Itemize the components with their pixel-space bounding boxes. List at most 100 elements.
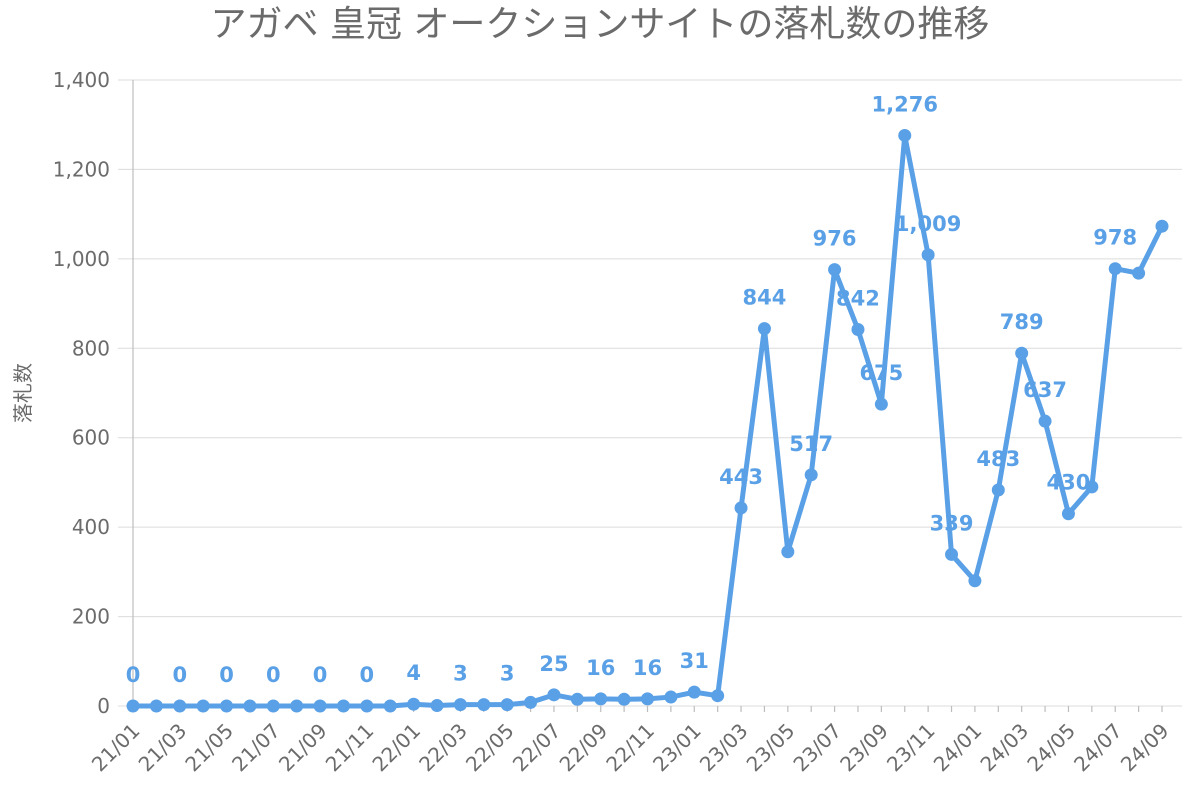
data-point[interactable] — [991, 483, 1005, 497]
data-point[interactable] — [149, 699, 163, 713]
data-label: 675 — [859, 361, 903, 385]
data-label: 31 — [680, 649, 709, 673]
data-point[interactable] — [1108, 262, 1122, 276]
chart-title: アガベ 皇冠 オークションサイトの落札数の推移 — [211, 4, 990, 45]
data-point[interactable] — [336, 699, 350, 713]
data-point[interactable] — [220, 699, 234, 713]
x-tick-label: 23/07 — [788, 719, 846, 777]
data-point[interactable] — [641, 692, 654, 706]
data-point[interactable] — [1038, 414, 1052, 428]
y-tick-label: 0 — [97, 694, 110, 718]
data-label: 0 — [360, 663, 375, 687]
data-point[interactable] — [547, 688, 561, 702]
series-line-group — [130, 132, 1165, 709]
data-point[interactable] — [1155, 219, 1169, 233]
y-axis-label: 落札数 — [11, 363, 35, 423]
data-point[interactable] — [290, 699, 304, 713]
data-label: 789 — [1000, 310, 1044, 334]
x-tick-label: 21/07 — [227, 719, 285, 777]
y-tick-label: 200 — [72, 605, 110, 629]
x-tick-label: 23/03 — [695, 719, 753, 777]
data-label: 0 — [313, 663, 328, 687]
data-point[interactable] — [524, 695, 538, 709]
y-tick-label: 800 — [72, 336, 110, 360]
data-label: 0 — [219, 663, 234, 687]
y-tick-labels: 0 200 400 600 800 1,000 1,200 1,400 — [53, 68, 110, 718]
data-point[interactable] — [921, 248, 935, 262]
data-label: 430 — [1047, 471, 1091, 495]
data-point[interactable] — [851, 323, 865, 337]
y-tick-label: 1,000 — [53, 247, 110, 271]
data-point[interactable] — [430, 699, 444, 713]
gridlines — [118, 79, 1182, 707]
data-point[interactable] — [757, 322, 771, 336]
data-labels: 0 0 0 0 0 0 4 3 3 25 16 16 31 443 844 517 976 842 675 1,276… — [126, 92, 1137, 687]
data-point[interactable] — [781, 545, 795, 559]
data-label: 978 — [1093, 226, 1137, 250]
data-label: 443 — [719, 465, 763, 489]
data-point[interactable] — [173, 699, 187, 713]
data-point[interactable] — [711, 689, 725, 703]
series-line — [130, 132, 1165, 709]
data-point[interactable] — [360, 699, 374, 713]
x-tick-label: 22/09 — [555, 719, 613, 777]
data-label: 1,009 — [895, 212, 961, 236]
data-point[interactable] — [1132, 266, 1146, 280]
data-point[interactable] — [477, 698, 491, 712]
x-tick-label: 22/07 — [508, 719, 566, 777]
data-point[interactable] — [664, 690, 678, 704]
data-points — [126, 128, 1169, 713]
x-tick-label: 24/07 — [1069, 719, 1127, 777]
axes — [132, 80, 1163, 712]
x-tick-label: 22/11 — [601, 719, 659, 777]
data-point[interactable] — [687, 685, 701, 699]
data-point[interactable] — [570, 692, 584, 706]
data-point[interactable] — [266, 699, 280, 713]
data-point[interactable] — [804, 468, 818, 482]
data-label: 3 — [500, 662, 515, 686]
y-tick-label: 600 — [72, 426, 110, 450]
data-point[interactable] — [243, 699, 257, 713]
data-label: 1,276 — [872, 92, 938, 116]
data-label: 976 — [813, 227, 857, 251]
x-tick-label: 23/05 — [742, 719, 800, 777]
data-label: 16 — [633, 656, 662, 680]
data-point[interactable] — [828, 263, 842, 277]
data-point[interactable] — [734, 501, 748, 515]
data-point[interactable] — [898, 128, 912, 142]
data-point[interactable] — [1015, 346, 1029, 360]
x-tick-label: 23/09 — [835, 719, 893, 777]
data-point[interactable] — [126, 699, 140, 713]
data-point[interactable] — [968, 574, 982, 588]
x-tick-label: 21/03 — [134, 719, 192, 777]
data-point[interactable] — [196, 699, 210, 713]
data-point[interactable] — [874, 397, 888, 411]
data-point[interactable] — [1085, 480, 1099, 494]
data-point[interactable] — [500, 698, 514, 712]
x-tick-label: 22/03 — [414, 719, 472, 777]
x-tick-label: 21/09 — [274, 719, 332, 777]
x-tick-label: 21/11 — [321, 719, 379, 777]
data-point[interactable] — [383, 699, 397, 713]
data-point[interactable] — [594, 692, 608, 706]
data-label: 339 — [930, 511, 974, 535]
data-label: 4 — [406, 661, 421, 685]
data-point[interactable] — [945, 547, 959, 561]
data-label: 637 — [1023, 378, 1067, 402]
x-tick-label: 24/03 — [975, 719, 1033, 777]
data-label: 16 — [586, 656, 615, 680]
x-tick-label: 21/05 — [180, 719, 238, 777]
x-tick-label: 24/05 — [1022, 719, 1080, 777]
data-point[interactable] — [617, 692, 631, 706]
data-point[interactable] — [453, 698, 467, 712]
data-point[interactable] — [407, 697, 421, 711]
data-label: 0 — [266, 663, 281, 687]
data-point[interactable] — [313, 699, 327, 713]
data-label: 3 — [453, 662, 468, 686]
data-point[interactable] — [1061, 507, 1075, 521]
data-label: 842 — [836, 287, 880, 311]
x-tick-labels: 21/0121/0321/0521/0721/0921/1122/0122/03… — [87, 719, 1174, 777]
x-tick-label: 22/01 — [367, 719, 425, 777]
